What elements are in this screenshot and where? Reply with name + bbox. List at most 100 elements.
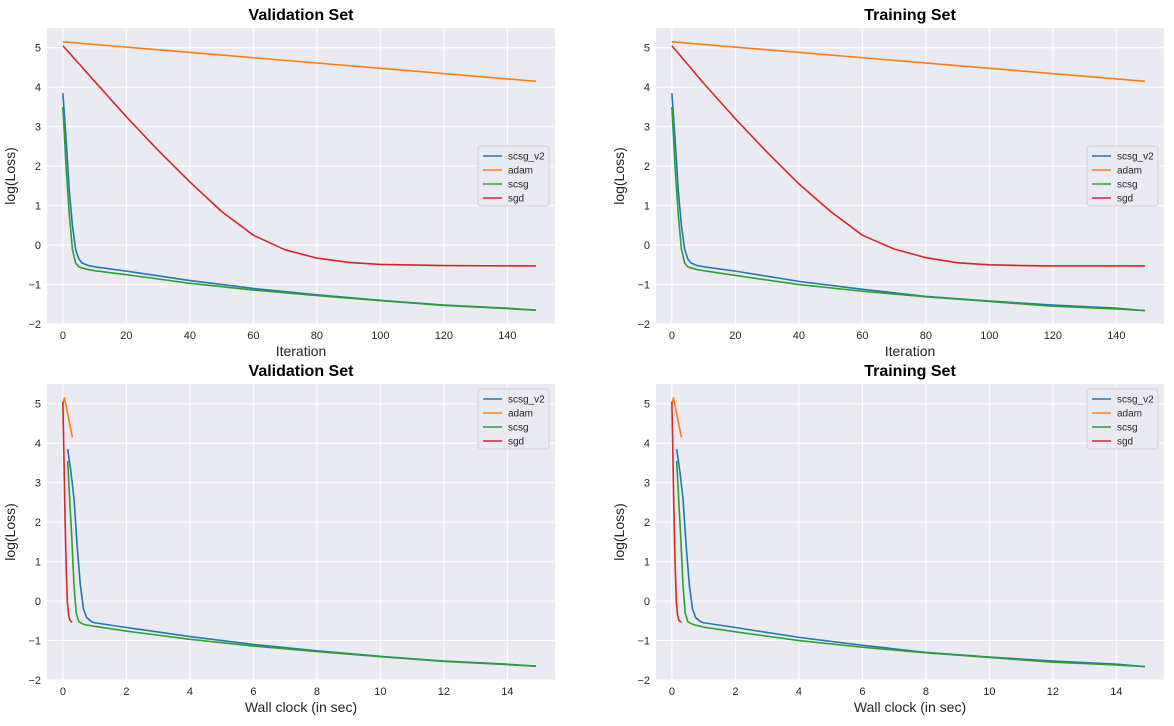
y-axis-label: log(Loss) xyxy=(611,147,627,205)
y-tick-label: 4 xyxy=(644,82,650,94)
y-tick-label: 4 xyxy=(35,82,41,94)
chart-title: Validation Set xyxy=(249,363,355,380)
chart-training-wallclock: Training Set Wall clock (in sec) log(Los… xyxy=(611,363,1164,715)
y-tick-label: 3 xyxy=(35,478,41,490)
legend-entry: sgd xyxy=(1117,194,1133,205)
y-tick-label: 5 xyxy=(644,43,650,55)
y-tick-label: 2 xyxy=(35,161,41,173)
chart-validation-wallclock: Validation Set Wall clock (in sec) log(L… xyxy=(2,363,555,715)
legend-entry: scsg_v2 xyxy=(508,395,545,406)
y-axis-label: log(Loss) xyxy=(2,147,18,205)
plot-area xyxy=(47,384,555,680)
x-tick-label: 60 xyxy=(856,330,868,342)
y-tick-label: 0 xyxy=(35,596,41,608)
y-tick-label: 2 xyxy=(35,517,41,529)
x-tick-label: 14 xyxy=(1110,686,1122,698)
legend-entry: scsg_v2 xyxy=(1117,395,1154,406)
x-tick-label: 14 xyxy=(501,686,513,698)
x-tick-label: 40 xyxy=(184,330,196,342)
y-tick-label: −1 xyxy=(28,280,41,292)
y-tick-label: 3 xyxy=(644,122,650,134)
x-tick-label: 10 xyxy=(374,686,386,698)
x-tick-label: 8 xyxy=(314,686,320,698)
y-tick-label: 1 xyxy=(35,557,41,569)
legend-entry: sgd xyxy=(508,194,524,205)
x-tick-label: 120 xyxy=(435,330,453,342)
legend-frame xyxy=(1086,145,1159,207)
chart-title: Validation Set xyxy=(249,7,355,24)
y-tick-label: −2 xyxy=(637,319,650,331)
y-tick-label: 0 xyxy=(644,240,650,252)
legend-entry: adam xyxy=(508,166,533,177)
chart-title: Training Set xyxy=(864,363,956,380)
legend-frame xyxy=(477,388,550,450)
x-tick-label: 0 xyxy=(669,330,675,342)
y-tick-label: −1 xyxy=(28,636,41,648)
y-tick-label: 2 xyxy=(644,161,650,173)
legend-entry: scsg_v2 xyxy=(508,152,545,163)
y-tick-label: 4 xyxy=(644,438,650,450)
x-tick-label: 8 xyxy=(923,686,929,698)
x-tick-label: 12 xyxy=(438,686,450,698)
x-tick-label: 60 xyxy=(247,330,259,342)
x-tick-label: 0 xyxy=(669,686,675,698)
legend-frame xyxy=(477,145,550,207)
y-tick-label: 0 xyxy=(35,240,41,252)
series-line-sgd xyxy=(671,45,1145,267)
y-tick-label: 0 xyxy=(644,596,650,608)
x-tick-label: 100 xyxy=(980,330,998,342)
x-tick-label: 2 xyxy=(123,686,129,698)
chart-training-iteration: Training Set Iteration log(Loss) 0 20 40 60… xyxy=(611,7,1164,359)
legend-entry: sgd xyxy=(508,437,524,448)
y-tick-label: 4 xyxy=(35,438,41,450)
plot-area xyxy=(656,28,1164,324)
legend-entry: adam xyxy=(508,409,533,420)
series-line-scsg xyxy=(66,460,536,667)
x-tick-label: 0 xyxy=(60,686,66,698)
series-line-scsg xyxy=(62,106,536,311)
y-tick-label: 1 xyxy=(644,557,650,569)
y-tick-label: 1 xyxy=(35,201,41,213)
y-tick-label: −2 xyxy=(28,319,41,331)
y-tick-label: 5 xyxy=(35,43,41,55)
chart-validation-iteration: Validation Set Iteration log(Loss) 0 20 40… xyxy=(2,7,555,359)
series-line-scsg xyxy=(671,106,1145,312)
y-tick-label: 5 xyxy=(35,399,41,411)
x-tick-label: 140 xyxy=(498,330,516,342)
legend-entry: scsg_v2 xyxy=(1117,152,1154,163)
y-tick-label: 1 xyxy=(644,201,650,213)
legend-entry: adam xyxy=(1117,166,1142,177)
series-line-sgd xyxy=(671,401,682,623)
x-tick-label: 6 xyxy=(859,686,865,698)
series-line-sgd xyxy=(62,45,536,267)
grid xyxy=(47,384,555,681)
y-tick-label: 3 xyxy=(644,478,650,490)
x-tick-label: 4 xyxy=(796,686,802,698)
x-tick-label: 100 xyxy=(371,330,389,342)
x-axis-label: Iteration xyxy=(885,343,936,359)
y-tick-label: −2 xyxy=(28,675,41,687)
series-line-adam xyxy=(671,41,1146,83)
x-tick-label: 0 xyxy=(60,330,66,342)
x-tick-label: 140 xyxy=(1107,330,1125,342)
plot-area xyxy=(656,384,1164,680)
x-tick-label: 12 xyxy=(1047,686,1059,698)
y-tick-label: −1 xyxy=(637,280,650,292)
x-axis-label: Iteration xyxy=(276,343,327,359)
legend-entry: scsg xyxy=(508,180,529,191)
x-tick-label: 4 xyxy=(187,686,193,698)
legend-entry: adam xyxy=(1117,409,1142,420)
x-tick-label: 120 xyxy=(1044,330,1062,342)
x-tick-label: 80 xyxy=(311,330,323,342)
x-tick-label: 10 xyxy=(983,686,995,698)
y-tick-label: 5 xyxy=(644,399,650,411)
y-axis-label: log(Loss) xyxy=(2,503,18,561)
x-tick-label: 20 xyxy=(120,330,132,342)
series-line-adam xyxy=(62,41,537,83)
chart-title: Training Set xyxy=(864,7,956,24)
legend-entry: scsg xyxy=(1117,180,1138,191)
y-tick-label: 2 xyxy=(644,517,650,529)
